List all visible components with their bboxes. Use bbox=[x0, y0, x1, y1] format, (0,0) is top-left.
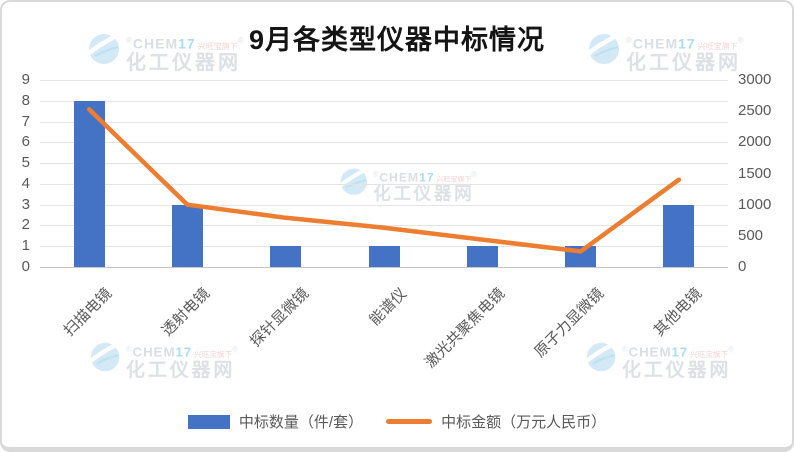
watermark-site: 化工仪器网 bbox=[373, 184, 475, 204]
x-axis-line bbox=[40, 267, 728, 268]
globe-icon bbox=[88, 340, 123, 372]
watermark-site: 化工仪器网 bbox=[626, 51, 741, 74]
watermark-brand: ®CHEM17 兴旺宝旗下® bbox=[622, 344, 735, 360]
legend-bar-label: 中标数量（件/套） bbox=[238, 414, 364, 431]
watermark-site: 化工仪器网 bbox=[126, 51, 241, 74]
watermark-brand: ®CHEM17 兴旺宝旗下® bbox=[626, 35, 745, 52]
gridline bbox=[40, 142, 728, 144]
watermark-site: 化工仪器网 bbox=[622, 359, 732, 381]
left-axis-tick: 7 bbox=[21, 112, 30, 130]
chart-title: 9月各类型仪器中标情况 bbox=[248, 25, 546, 55]
legend-line-label: 中标金额（万元人民币） bbox=[441, 414, 607, 431]
globe-icon bbox=[586, 31, 622, 64]
watermark-brand: ®CHEM17 兴旺宝旗下® bbox=[373, 169, 478, 185]
watermark-site: 化工仪器网 bbox=[126, 359, 236, 381]
right-axis-tick: 3000 bbox=[738, 71, 772, 88]
left-axis-tick: 1 bbox=[21, 237, 30, 255]
bar-探针显微镜 bbox=[270, 246, 302, 267]
bar-扫描电镜 bbox=[73, 100, 105, 267]
left-axis-tick: 6 bbox=[21, 133, 30, 151]
plot-area bbox=[40, 80, 728, 268]
chem17-watermark: ®CHEM17 兴旺宝旗下® 化工仪器网 bbox=[88, 339, 239, 380]
chem17-watermark: ®CHEM17 兴旺宝旗下® 化工仪器网 bbox=[586, 30, 745, 74]
legend-line-swatch bbox=[386, 419, 433, 424]
chem17-watermark: ®CHEM17 兴旺宝旗下® 化工仪器网 bbox=[584, 339, 735, 380]
gridline bbox=[40, 100, 728, 102]
globe-icon bbox=[584, 340, 619, 372]
bar-其他电镜 bbox=[663, 204, 695, 267]
legend-bar-swatch bbox=[187, 414, 230, 429]
left-axis-tick: 0 bbox=[21, 258, 30, 275]
line-series bbox=[86, 107, 682, 254]
left-axis-tick: 4 bbox=[21, 174, 30, 192]
watermark-brand: ®CHEM17 兴旺宝旗下® bbox=[126, 35, 245, 52]
globe-icon bbox=[86, 31, 122, 64]
gridline bbox=[40, 183, 728, 185]
gridline bbox=[40, 204, 728, 206]
left-axis-tick: 5 bbox=[21, 154, 30, 172]
watermark-brand: ®CHEM17 兴旺宝旗下® bbox=[126, 344, 239, 360]
left-axis-tick: 3 bbox=[21, 195, 30, 213]
bar-激光共聚焦电镜 bbox=[466, 246, 498, 267]
right-axis-tick: 500 bbox=[738, 226, 764, 244]
right-axis-tick: 2500 bbox=[738, 102, 772, 120]
right-axis-tick: 1500 bbox=[738, 164, 772, 182]
gridline bbox=[40, 121, 728, 123]
right-axis-tick: 2000 bbox=[738, 133, 772, 151]
bar-能谱仪 bbox=[368, 246, 400, 267]
chem17-watermark: ®CHEM17 兴旺宝旗下® 化工仪器网 bbox=[338, 165, 478, 203]
chem17-watermark: ®CHEM17 兴旺宝旗下® 化工仪器网 bbox=[86, 30, 245, 74]
left-axis-tick: 2 bbox=[21, 216, 30, 234]
legend: 中标数量（件/套） 中标金额（万元人民币） bbox=[2, 411, 792, 432]
gridline bbox=[40, 80, 728, 81]
left-axis-tick: 8 bbox=[21, 91, 30, 109]
gridline bbox=[40, 163, 728, 165]
bar-透射电镜 bbox=[171, 204, 203, 267]
left-axis-tick: 9 bbox=[21, 71, 30, 88]
right-axis-tick: 1000 bbox=[738, 195, 772, 213]
right-axis-tick: 0 bbox=[738, 258, 747, 275]
